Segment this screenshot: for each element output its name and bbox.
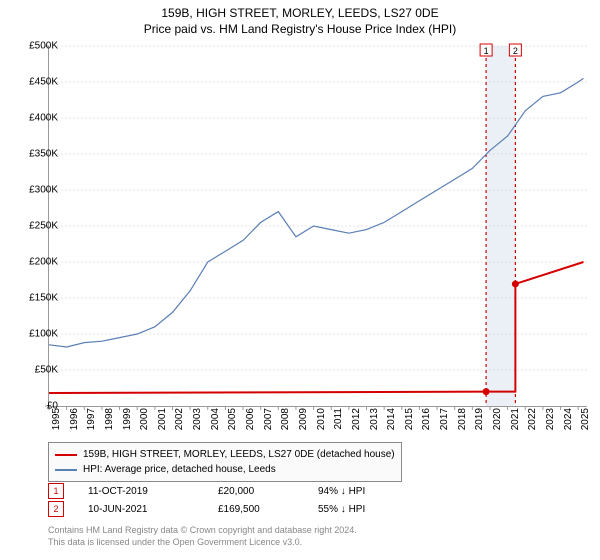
y-tick-label: £450K — [12, 77, 58, 88]
x-tick-label: 2004 — [210, 408, 221, 438]
x-tick-label: 2025 — [580, 408, 591, 438]
marker-price: £20,000 — [218, 486, 318, 497]
marker-price: £169,500 — [218, 504, 318, 515]
y-tick-label: £500K — [12, 41, 58, 52]
x-tick-label: 2019 — [474, 408, 485, 438]
x-tick-label: 1996 — [69, 408, 80, 438]
marker-row: 2 10-JUN-2021 £169,500 55% ↓ HPI — [48, 500, 448, 518]
x-tick-label: 2008 — [280, 408, 291, 438]
legend: 159B, HIGH STREET, MORLEY, LEEDS, LS27 0… — [48, 442, 402, 482]
x-tick-label: 2006 — [245, 408, 256, 438]
y-tick-label: £200K — [12, 257, 58, 268]
marker-row: 1 11-OCT-2019 £20,000 94% ↓ HPI — [48, 482, 448, 500]
marker-flag-icon: 1 — [48, 483, 64, 499]
chart-container: 159B, HIGH STREET, MORLEY, LEEDS, LS27 0… — [0, 0, 600, 560]
chart-subtitle: Price paid vs. HM Land Registry's House … — [0, 22, 600, 36]
y-tick-label: £300K — [12, 185, 58, 196]
x-tick-label: 2001 — [157, 408, 168, 438]
x-tick-label: 2009 — [298, 408, 309, 438]
x-tick-label: 2015 — [404, 408, 415, 438]
title-block: 159B, HIGH STREET, MORLEY, LEEDS, LS27 0… — [0, 0, 600, 36]
x-tick-label: 2024 — [563, 408, 574, 438]
marker-flag-icon: 2 — [48, 501, 64, 517]
x-tick-label: 2011 — [333, 408, 344, 438]
x-tick-label: 1995 — [51, 408, 62, 438]
x-tick-label: 2003 — [192, 408, 203, 438]
x-tick-label: 2010 — [316, 408, 327, 438]
x-tick-label: 2000 — [139, 408, 150, 438]
marker-table: 1 11-OCT-2019 £20,000 94% ↓ HPI 2 10-JUN… — [48, 482, 448, 518]
marker-delta: 94% ↓ HPI — [318, 486, 448, 497]
legend-swatch — [55, 454, 77, 456]
x-tick-label: 2014 — [386, 408, 397, 438]
svg-text:2: 2 — [513, 46, 518, 56]
marker-date: 11-OCT-2019 — [88, 486, 218, 497]
legend-label: 159B, HIGH STREET, MORLEY, LEEDS, LS27 0… — [83, 447, 395, 462]
x-tick-label: 2021 — [510, 408, 521, 438]
x-tick-label: 2005 — [227, 408, 238, 438]
x-tick-label: 2016 — [421, 408, 432, 438]
x-tick-label: 2012 — [351, 408, 362, 438]
attribution: Contains HM Land Registry data © Crown c… — [48, 524, 357, 548]
plot-svg: 12 — [49, 46, 587, 406]
y-tick-label: £150K — [12, 293, 58, 304]
x-tick-label: 2018 — [457, 408, 468, 438]
y-tick-label: £100K — [12, 329, 58, 340]
x-tick-label: 2002 — [174, 408, 185, 438]
plot-area: 12 — [48, 46, 587, 407]
attribution-line: This data is licensed under the Open Gov… — [48, 536, 357, 548]
x-tick-label: 2023 — [545, 408, 556, 438]
marker-date: 10-JUN-2021 — [88, 504, 218, 515]
x-tick-label: 2017 — [439, 408, 450, 438]
y-tick-label: £350K — [12, 149, 58, 160]
y-tick-label: £250K — [12, 221, 58, 232]
x-tick-label: 2022 — [527, 408, 538, 438]
y-tick-label: £400K — [12, 113, 58, 124]
legend-item: 159B, HIGH STREET, MORLEY, LEEDS, LS27 0… — [55, 447, 395, 462]
x-tick-label: 1997 — [86, 408, 97, 438]
x-tick-label: 1999 — [122, 408, 133, 438]
legend-item: HPI: Average price, detached house, Leed… — [55, 462, 395, 477]
x-tick-label: 1998 — [104, 408, 115, 438]
legend-swatch — [55, 469, 77, 471]
x-tick-label: 2007 — [263, 408, 274, 438]
x-tick-label: 2020 — [492, 408, 503, 438]
attribution-line: Contains HM Land Registry data © Crown c… — [48, 524, 357, 536]
chart-title: 159B, HIGH STREET, MORLEY, LEEDS, LS27 0… — [0, 6, 600, 20]
svg-text:1: 1 — [484, 46, 489, 56]
y-tick-label: £50K — [12, 365, 58, 376]
legend-label: HPI: Average price, detached house, Leed… — [83, 462, 276, 477]
marker-delta: 55% ↓ HPI — [318, 504, 448, 515]
x-tick-label: 2013 — [369, 408, 380, 438]
